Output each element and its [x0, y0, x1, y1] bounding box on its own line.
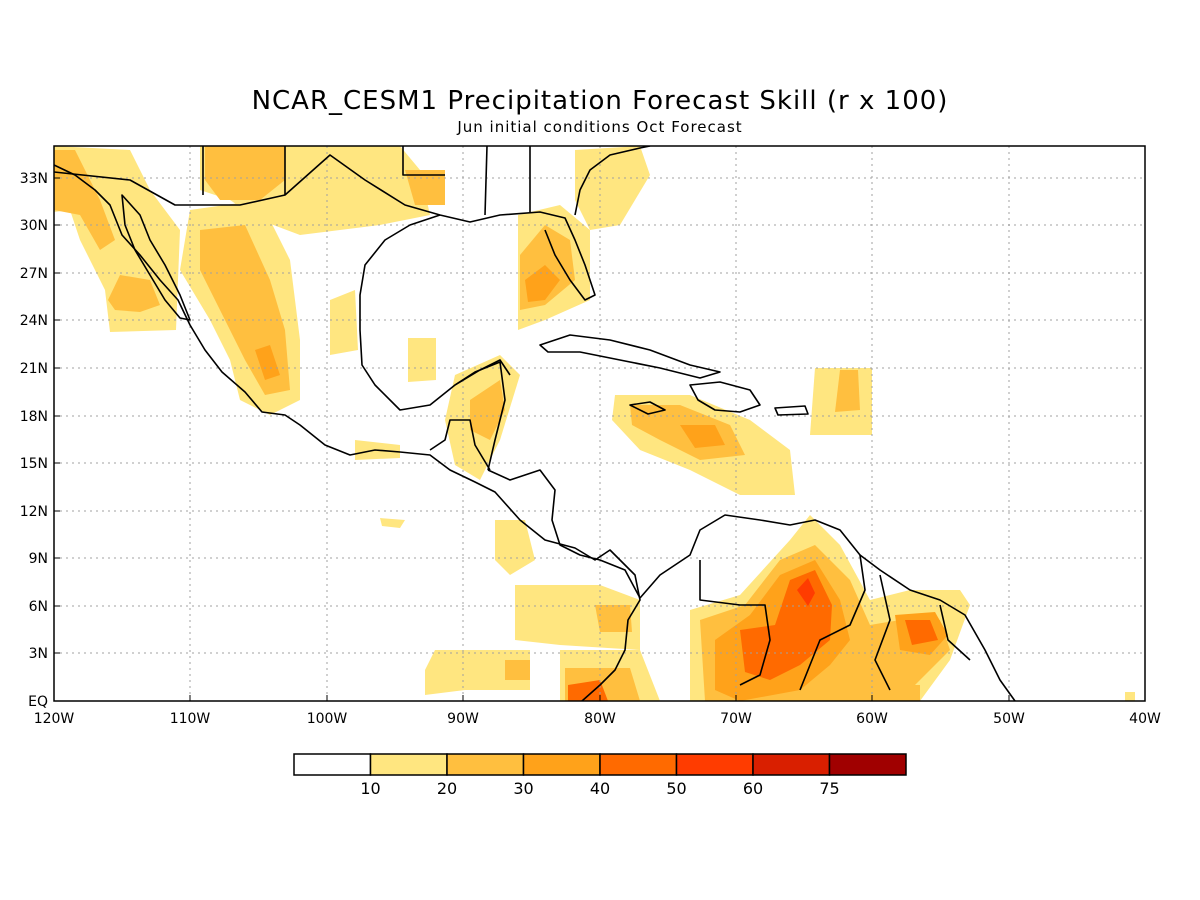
grid-lines — [54, 146, 1145, 701]
coastline-cuba — [539, 334, 721, 379]
colorbar-label-60: 60 — [743, 779, 763, 798]
skill-region-lesser-antilles-core — [835, 370, 860, 412]
skill-region-pacific-c-core — [505, 660, 530, 680]
coastline-central-america — [487, 469, 641, 599]
border-suriname — [874, 574, 891, 691]
chart-subtitle: Jun initial conditions Oct Forecast — [457, 118, 743, 136]
coastline-mexico-pacific — [54, 164, 641, 701]
colorbar-swatch-7 — [828, 753, 907, 776]
colorbar-label-30: 30 — [513, 779, 533, 798]
lat-label-eq: EQ — [28, 694, 48, 710]
lon-label-110w: 110W — [170, 711, 211, 727]
colorbar-label-20: 20 — [437, 779, 457, 798]
skill-region-pacific-small — [380, 518, 405, 528]
border-us-states — [202, 146, 531, 216]
skill-shading — [54, 146, 1135, 701]
lat-label-18n: 18N — [20, 409, 48, 425]
lon-label-80w: 80W — [584, 711, 616, 727]
colorbar-label-75: 75 — [819, 779, 839, 798]
lon-label-120w: 120W — [34, 711, 75, 727]
skill-region-venezuela-60 — [797, 578, 815, 606]
lat-label-33n: 33N — [20, 171, 48, 187]
coastline-yucatan — [454, 361, 506, 471]
chart-title: NCAR_CESM1 Precipitation Forecast Skill … — [251, 86, 949, 116]
skill-region-baja-core — [108, 275, 160, 312]
colorbar-swatch-6 — [752, 753, 831, 776]
colorbar-swatch-3 — [522, 753, 601, 776]
lat-label-3n: 3N — [29, 646, 48, 662]
skill-region-far-east — [1125, 692, 1135, 701]
skill-region-pacific-c — [425, 650, 530, 695]
coastline-jamaica — [629, 401, 666, 415]
lon-axis: 120W 110W 100W 90W 80W 70W 60W 50W 40W — [34, 711, 1161, 727]
lat-label-15n: 15N — [20, 456, 48, 472]
lat-label-24n: 24N — [20, 313, 48, 329]
skill-region-pacific-b — [515, 585, 640, 650]
colorbar-label-50: 50 — [666, 779, 686, 798]
lon-label-90w: 90W — [447, 711, 479, 727]
lat-label-12n: 12N — [20, 504, 48, 520]
skill-region-equator-east — [880, 685, 920, 701]
coastline-south-america — [639, 514, 1016, 701]
skill-region-caribbean-peak — [680, 425, 725, 448]
lat-label-30n: 30N — [20, 218, 48, 234]
colorbar-swatch-0 — [293, 753, 372, 776]
colorbar-swatch-4 — [599, 753, 678, 776]
coastline-baja — [121, 194, 191, 321]
lon-label-70w: 70W — [720, 711, 752, 727]
skill-region-sierra-peak — [255, 345, 280, 380]
coastline-hispaniola — [689, 381, 761, 413]
colorbar: 10 20 30 40 50 60 75 — [293, 753, 907, 798]
colorbar-swatch-1 — [369, 753, 448, 776]
skill-region-pacific-b-core — [595, 605, 632, 632]
skill-region-north-core — [205, 146, 285, 200]
lat-label-27n: 27N — [20, 266, 48, 282]
skill-region-guiana-core — [905, 620, 938, 645]
border-venezuela — [699, 560, 771, 686]
skill-region-pacific-a — [495, 520, 535, 575]
skill-region-florida-peak — [525, 265, 560, 302]
tick-marks — [54, 177, 1010, 701]
lon-label-40w: 40W — [1129, 711, 1161, 727]
lon-label-60w: 60W — [856, 711, 888, 727]
border-guatemala — [429, 419, 491, 471]
border-guyana — [799, 554, 866, 691]
border-french-guiana — [939, 604, 971, 661]
coastline-puerto-rico — [774, 405, 809, 416]
skill-region-yucatan-core — [470, 380, 505, 440]
lat-label-9n: 9N — [29, 551, 48, 567]
coastline-us-gulf — [439, 211, 596, 301]
colorbar-swatch-5 — [675, 753, 754, 776]
colorbar-label-40: 40 — [590, 779, 610, 798]
colorbar-label-10: 10 — [360, 779, 380, 798]
colorbar-swatch-2 — [446, 753, 525, 776]
lon-label-50w: 50W — [993, 711, 1025, 727]
lat-axis: 33N 30N 27N 24N 21N 18N 15N 12N 9N 6N 3N… — [20, 171, 48, 710]
skill-region-gulf-west — [330, 290, 358, 355]
coastlines — [54, 146, 1016, 701]
skill-region-atlantic-se — [575, 146, 650, 230]
skill-region-texas — [405, 170, 445, 205]
skill-region-nw-coast — [54, 150, 115, 250]
coastline-us-atlantic — [574, 146, 651, 216]
lat-label-21n: 21N — [20, 361, 48, 377]
skill-region-colombia-peak — [568, 680, 608, 701]
lon-label-100w: 100W — [307, 711, 348, 727]
skill-region-gulf-mid — [408, 338, 436, 382]
lat-label-6n: 6N — [29, 599, 48, 615]
